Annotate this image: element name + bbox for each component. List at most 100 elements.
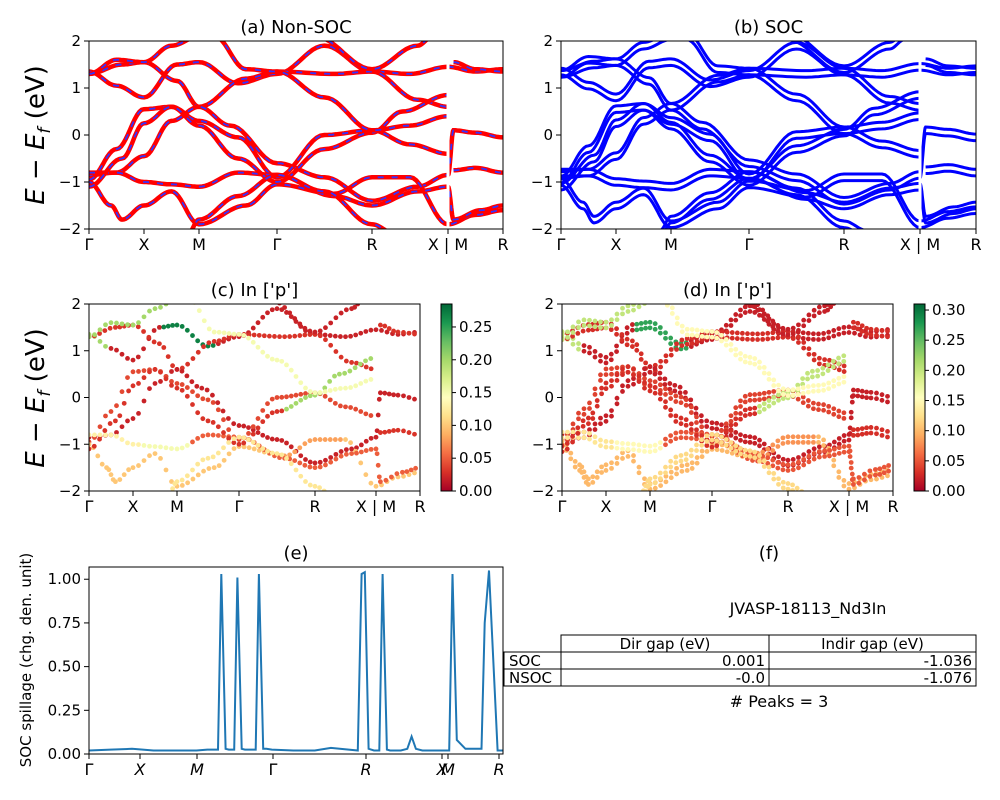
panel-d-point (684, 341, 690, 347)
panel-d-point (733, 410, 739, 416)
panel-d-point (678, 415, 684, 421)
panel-d-point (652, 366, 658, 371)
panel-d-point (766, 470, 772, 476)
panel-c-point (215, 450, 221, 456)
panel-d-ytick-label: 1 (544, 342, 554, 360)
panel-d-point (733, 416, 739, 422)
panel-c-point (307, 438, 313, 444)
panel-d-point (760, 313, 766, 319)
panel-c-point (184, 327, 190, 333)
panel-c-point (141, 346, 146, 352)
panel-c-point (231, 331, 237, 337)
panel-d-point (846, 324, 852, 330)
panel-d-point (806, 346, 812, 352)
panel-d-point (846, 481, 852, 486)
panel-d-point (831, 304, 837, 306)
panel-d-point (668, 390, 674, 396)
panel-c-point (395, 329, 401, 335)
panel-d-point (742, 407, 748, 413)
panel-c-point (368, 327, 374, 333)
panel-c-point (265, 310, 270, 316)
material-id: JVASP-18113_Nd3In (729, 599, 887, 619)
panel-c-point (204, 387, 210, 393)
panel-c-point (374, 451, 380, 457)
panel-c-point (358, 298, 363, 303)
panel-d-point (598, 372, 603, 378)
panel-d-point (830, 364, 836, 370)
panel-d-point (668, 438, 674, 444)
panel-d-point (846, 437, 852, 443)
panel-c-point (413, 465, 418, 471)
panel-d-point (728, 428, 734, 434)
panel-d-xtick-label: Γ (708, 497, 717, 516)
panel-c-point (348, 405, 353, 410)
panel-d-point (816, 337, 821, 342)
panel-d-point (668, 407, 674, 413)
panel-d-point (620, 366, 625, 372)
panel-c-point (158, 455, 163, 461)
panel-d-point (795, 392, 801, 397)
panel-c-point (216, 338, 222, 344)
colorbar-d-tick-label: 0.20 (932, 361, 965, 379)
panel-d-point (609, 366, 614, 372)
panel-c-point (307, 332, 313, 337)
panel-d-point (864, 389, 869, 395)
panel-d-point (785, 457, 791, 463)
y-axis-label-top: E − Ef (eV) (21, 65, 55, 205)
panel-c-point (348, 440, 353, 446)
panel-c-point (288, 393, 294, 399)
panel-c-point (136, 369, 141, 374)
panel-d-point (800, 330, 806, 336)
panel-c-point (194, 383, 200, 389)
panel-c-point (293, 400, 299, 406)
panel-d-point (874, 425, 879, 431)
panel-d-point (565, 329, 570, 335)
panel-d-point (873, 467, 878, 472)
panel-c-points (89, 298, 418, 491)
panel-c-point (323, 457, 328, 463)
panel-d-point (811, 451, 817, 456)
panel-d-point (734, 336, 740, 341)
panel-c-point (206, 466, 212, 471)
panel-d-point (776, 392, 781, 398)
panel-c-point (236, 331, 242, 337)
peaks-count: # Peaks = 3 (730, 692, 829, 711)
panel-c-point (226, 440, 232, 445)
panel-d-point (590, 474, 596, 480)
panel-d-point (634, 327, 640, 333)
panel-d-point (642, 304, 647, 306)
panel-d-point (879, 427, 885, 433)
panel-c-point (141, 398, 147, 404)
panel-d-point (776, 454, 781, 460)
panel-d-point (747, 411, 753, 417)
panel-d-point (620, 311, 625, 317)
panel-d-point (636, 470, 642, 476)
panel-d-point (752, 455, 758, 461)
panel-d-point (785, 468, 791, 473)
panel-c-point (303, 479, 308, 484)
panel-d-point (625, 383, 631, 389)
panel-c-point (174, 385, 180, 391)
panel-d-point (570, 439, 575, 445)
panel-d-point (647, 319, 653, 325)
panel-c-point (190, 389, 195, 395)
panel-d-point (766, 464, 772, 470)
panel-d-point (608, 351, 614, 357)
panel-c-point (368, 356, 374, 361)
panel-c-point (363, 438, 369, 444)
panel-c-point (200, 433, 206, 439)
panel-d-point (598, 358, 603, 364)
panel-d-point (704, 334, 710, 340)
panel-d-point (689, 466, 695, 471)
panel-d-point (799, 489, 805, 491)
panel-c-point (210, 454, 216, 460)
panel-c-point (211, 339, 217, 344)
panel-c-point (292, 449, 298, 455)
panel-c-point (327, 388, 333, 393)
panel-d-point (562, 435, 565, 441)
panel-c-point (298, 391, 304, 397)
panel-a-xtick-label: Γ (273, 235, 282, 254)
panel-c-point (152, 367, 158, 372)
panel-d-point (714, 432, 720, 438)
panel-c-point (179, 445, 185, 451)
